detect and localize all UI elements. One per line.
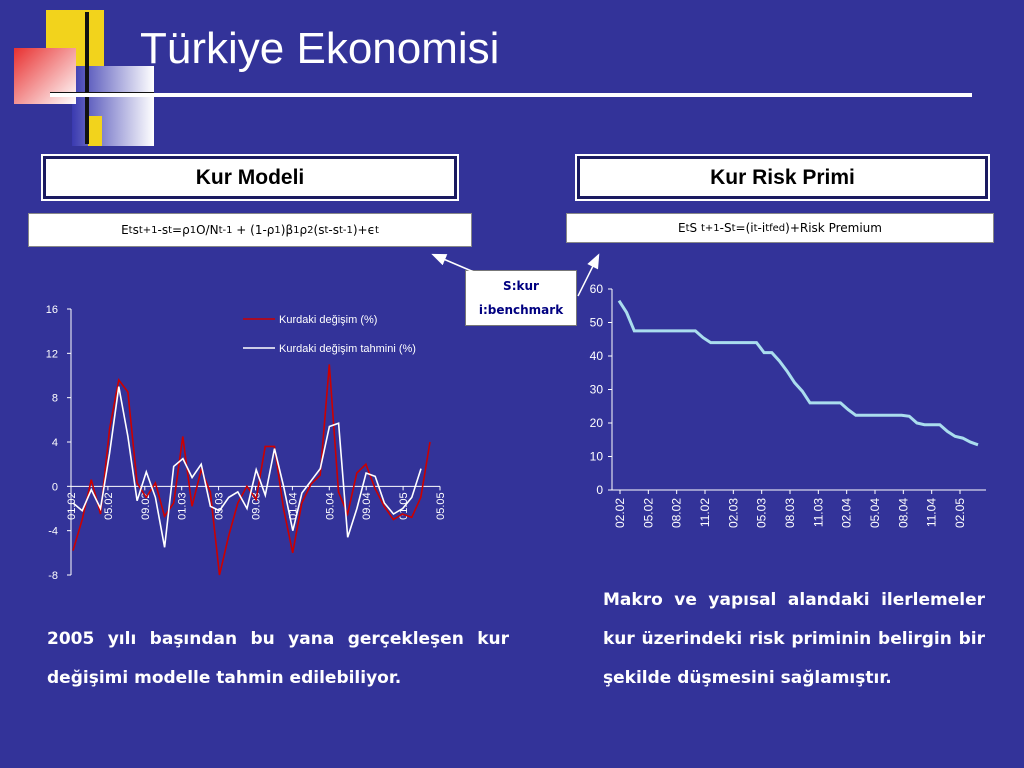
symbol-note: S:kur i:benchmark: [465, 270, 577, 326]
x-tick-label: 09.02: [140, 492, 152, 520]
y-tick-label: 16: [46, 304, 58, 316]
x-tick-label: 05.04: [868, 498, 882, 528]
y-tick-label: 30: [590, 383, 604, 397]
x-tick-label: 02.05: [953, 498, 967, 528]
page-title: Türkiye Ekonomisi: [140, 24, 500, 73]
x-tick-label: 11.02: [698, 498, 712, 527]
y-tick-label: -8: [48, 570, 58, 582]
title-divider: [50, 93, 972, 97]
x-tick-label: 05.03: [214, 492, 226, 520]
kur-risk-primi-box: Kur Risk Primi: [575, 154, 990, 201]
legend-label: Kurdaki değişim (%): [279, 314, 377, 326]
x-tick-label: 11.04: [925, 498, 939, 527]
x-tick-label: 05.05: [435, 492, 447, 520]
x-tick-label: 05.02: [641, 498, 655, 528]
y-tick-label: 12: [46, 348, 58, 360]
x-tick-label: 02.02: [613, 498, 627, 528]
y-tick-label: 60: [590, 282, 604, 296]
x-tick-label: 09.03: [251, 492, 263, 520]
estimated-change-line: [72, 386, 422, 548]
x-tick-label: 05.04: [324, 492, 336, 520]
x-tick-label: 02.04: [840, 498, 854, 528]
x-tick-label: 11.03: [811, 498, 825, 527]
left-paragraph: 2005 yılı başından bu yana gerçekleşen k…: [47, 629, 509, 688]
y-tick-label: 10: [590, 450, 604, 464]
note-line-1: S:kur: [503, 279, 539, 293]
right-paragraph: Makro ve yapısal alandaki ilerlemeler ku…: [603, 590, 985, 688]
x-tick-label: 05.03: [755, 498, 769, 528]
y-tick-label: 50: [590, 316, 604, 330]
kur-modeli-box: Kur Modeli: [41, 154, 459, 201]
x-tick-label: 08.02: [670, 498, 684, 528]
x-tick-label: 02.03: [726, 498, 740, 528]
right-arrow: [577, 253, 600, 297]
x-tick-label: 01.02: [66, 492, 78, 520]
y-tick-label: 40: [590, 349, 604, 363]
y-tick-label: 0: [52, 481, 58, 493]
x-tick-label: 09.04: [361, 492, 373, 520]
legend-label: Kurdaki değişim tahmini (%): [279, 343, 416, 355]
y-tick-label: 4: [52, 437, 58, 449]
risk-premium-line: [617, 299, 979, 447]
y-tick-label: 8: [52, 393, 58, 405]
x-tick-label: 08.03: [783, 498, 797, 528]
y-tick-label: 20: [590, 416, 604, 430]
x-tick-label: 08.04: [896, 498, 910, 528]
note-line-2: i:benchmark: [478, 303, 564, 317]
y-tick-label: -4: [48, 526, 58, 538]
x-tick-label: 01.03: [177, 492, 189, 520]
left-arrow: [431, 253, 489, 279]
x-tick-label: 05.02: [103, 492, 115, 520]
y-tick-label: 0: [596, 483, 603, 497]
